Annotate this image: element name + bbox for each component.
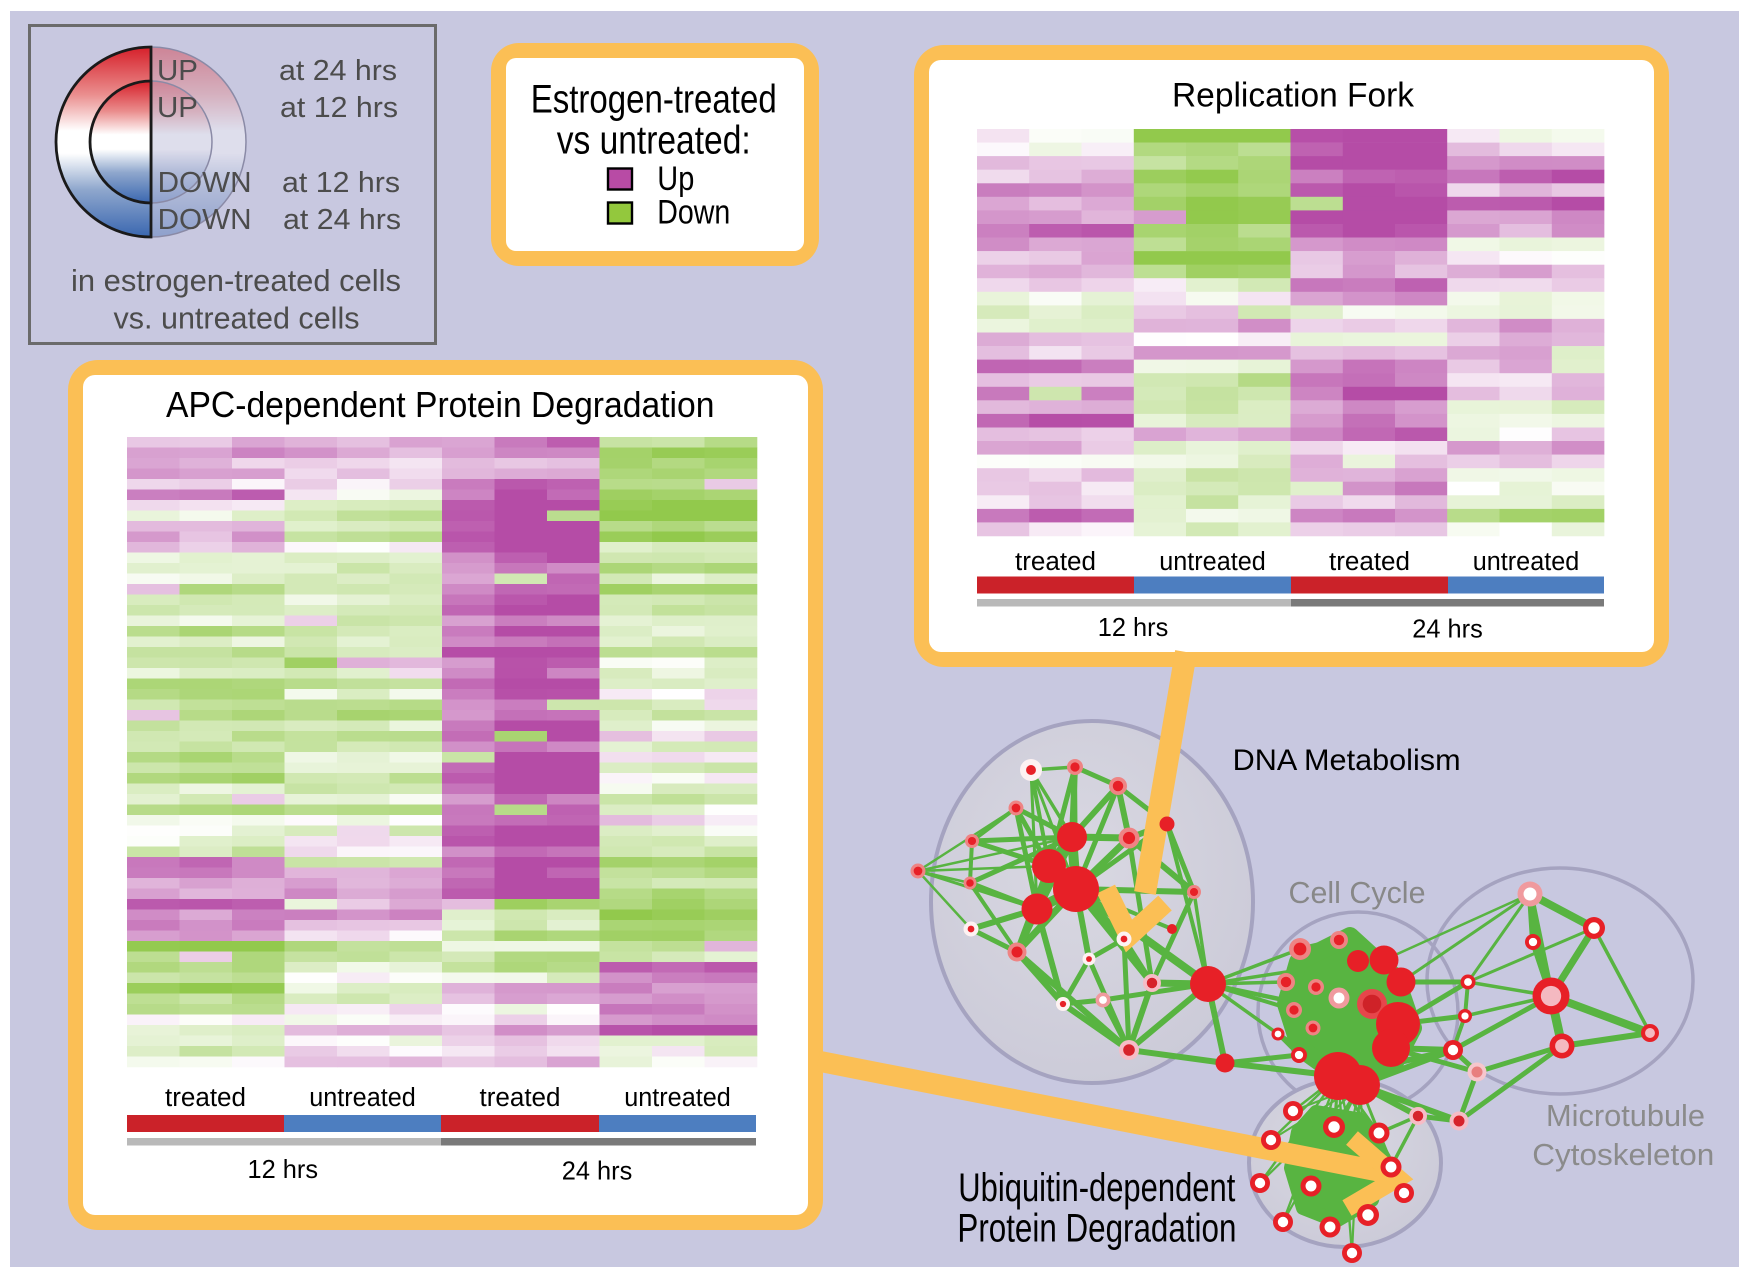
svg-text:treated: treated <box>1015 548 1096 576</box>
svg-text:DNA Metabolism: DNA Metabolism <box>1233 744 1461 777</box>
svg-text:Cell Cycle: Cell Cycle <box>1289 876 1426 910</box>
svg-text:UP: UP <box>157 92 198 124</box>
svg-text:treated: treated <box>165 1084 246 1112</box>
svg-text:Protein Degradation: Protein Degradation <box>957 1207 1236 1251</box>
svg-text:at 12 hrs: at 12 hrs <box>282 167 400 199</box>
svg-text:24 hrs: 24 hrs <box>562 1156 633 1186</box>
svg-text:treated: treated <box>1329 548 1410 576</box>
svg-text:Replication Fork: Replication Fork <box>1172 77 1415 115</box>
svg-text:DOWN: DOWN <box>158 204 252 236</box>
svg-text:Ubiquitin-dependent: Ubiquitin-dependent <box>958 1166 1235 1210</box>
svg-text:12 hrs: 12 hrs <box>248 1154 319 1184</box>
svg-text:untreated: untreated <box>624 1084 731 1112</box>
svg-text:UP: UP <box>157 55 198 87</box>
svg-text:DOWN: DOWN <box>158 167 252 199</box>
svg-text:vs. untreated cells: vs. untreated cells <box>114 301 360 336</box>
svg-text:at 24 hrs: at 24 hrs <box>279 55 397 87</box>
svg-text:Down: Down <box>657 194 730 232</box>
svg-text:Cytoskeleton: Cytoskeleton <box>1532 1138 1714 1172</box>
svg-text:untreated: untreated <box>309 1084 416 1112</box>
svg-text:at 24 hrs: at 24 hrs <box>283 204 401 236</box>
svg-text:vs untreated:: vs untreated: <box>557 119 751 163</box>
svg-text:Microtubule: Microtubule <box>1546 1099 1705 1133</box>
svg-text:Up: Up <box>657 160 694 198</box>
svg-text:at 12 hrs: at 12 hrs <box>280 92 398 124</box>
svg-text:untreated: untreated <box>1473 548 1580 576</box>
svg-text:untreated: untreated <box>1159 548 1266 576</box>
svg-text:24 hrs: 24 hrs <box>1412 614 1483 644</box>
svg-text:treated: treated <box>480 1084 561 1112</box>
svg-text:in estrogen-treated cells: in estrogen-treated cells <box>71 263 401 298</box>
svg-text:APC-dependent Protein Degradat: APC-dependent Protein Degradation <box>166 384 715 425</box>
svg-text:Estrogen-treated: Estrogen-treated <box>531 78 777 122</box>
svg-text:12 hrs: 12 hrs <box>1098 612 1169 642</box>
